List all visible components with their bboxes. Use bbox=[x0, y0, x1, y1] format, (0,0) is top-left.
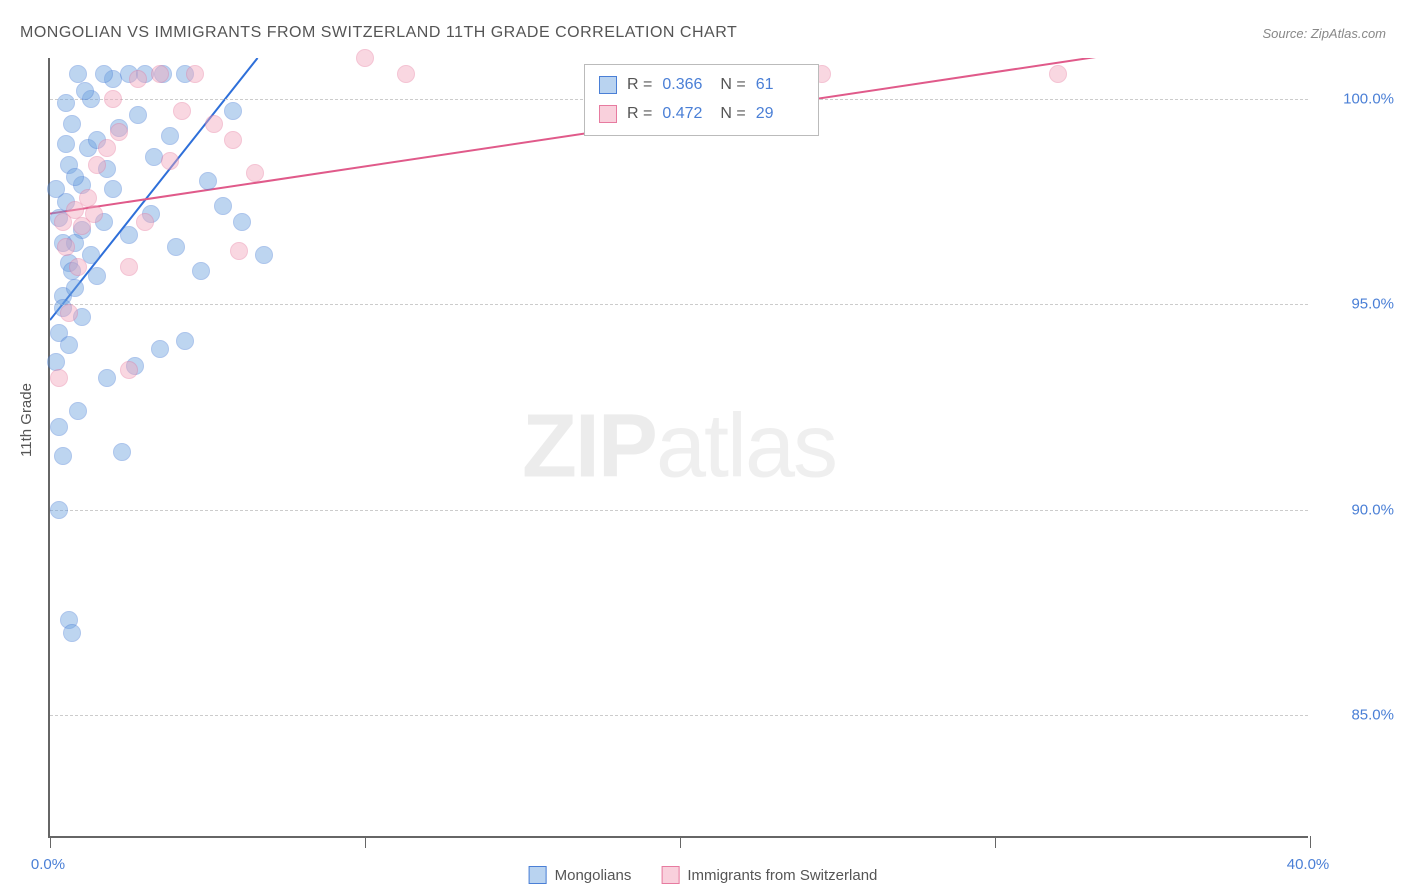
chart-title: MONGOLIAN VS IMMIGRANTS FROM SWITZERLAND… bbox=[20, 24, 737, 42]
stats-row-2: R = 0.472 N = 29 bbox=[599, 100, 804, 129]
data-point bbox=[136, 213, 154, 231]
watermark-bold: ZIP bbox=[522, 397, 656, 497]
data-point bbox=[151, 65, 169, 83]
legend: Mongolians Immigrants from Switzerland bbox=[529, 866, 878, 884]
legend-item-1: Mongolians bbox=[529, 866, 632, 884]
y-axis-label: 11th Grade bbox=[18, 383, 35, 457]
data-point bbox=[88, 267, 106, 285]
data-point bbox=[120, 226, 138, 244]
data-point bbox=[224, 102, 242, 120]
data-point bbox=[85, 205, 103, 223]
data-point bbox=[356, 49, 374, 67]
data-point bbox=[79, 189, 97, 207]
stats-swatch-1 bbox=[599, 76, 617, 94]
data-point bbox=[161, 152, 179, 170]
plot-area: ZIPatlas bbox=[48, 58, 1308, 838]
r-val-1: 0.366 bbox=[662, 71, 710, 100]
data-point bbox=[161, 127, 179, 145]
data-point bbox=[66, 168, 84, 186]
data-point bbox=[104, 180, 122, 198]
data-point bbox=[50, 418, 68, 436]
data-point bbox=[66, 279, 84, 297]
data-point bbox=[50, 501, 68, 519]
data-point bbox=[88, 156, 106, 174]
x-tick bbox=[365, 836, 366, 848]
data-point bbox=[47, 353, 65, 371]
x-tick-label: 40.0% bbox=[1287, 856, 1330, 873]
grid-line bbox=[50, 715, 1308, 716]
stats-box: R = 0.366 N = 61 R = 0.472 N = 29 bbox=[584, 64, 819, 136]
data-point bbox=[1049, 65, 1067, 83]
data-point bbox=[233, 213, 251, 231]
data-point bbox=[76, 82, 94, 100]
data-point bbox=[95, 65, 113, 83]
data-point bbox=[129, 70, 147, 88]
x-tick bbox=[1310, 836, 1311, 848]
data-point bbox=[57, 238, 75, 256]
x-tick bbox=[50, 836, 51, 848]
x-tick bbox=[995, 836, 996, 848]
data-point bbox=[167, 238, 185, 256]
legend-label-1: Mongolians bbox=[555, 867, 632, 884]
watermark: ZIPatlas bbox=[522, 396, 836, 499]
data-point bbox=[186, 65, 204, 83]
data-point bbox=[199, 172, 217, 190]
trend-lines bbox=[50, 58, 1308, 836]
data-point bbox=[69, 402, 87, 420]
r-val-2: 0.472 bbox=[662, 100, 710, 129]
data-point bbox=[246, 164, 264, 182]
data-point bbox=[57, 94, 75, 112]
stats-row-1: R = 0.366 N = 61 bbox=[599, 71, 804, 100]
n-label: N = bbox=[720, 71, 745, 100]
x-tick bbox=[680, 836, 681, 848]
data-point bbox=[192, 262, 210, 280]
data-point bbox=[224, 131, 242, 149]
grid-line bbox=[50, 304, 1308, 305]
grid-line bbox=[50, 510, 1308, 511]
n-val-1: 61 bbox=[756, 71, 804, 100]
stats-swatch-2 bbox=[599, 105, 617, 123]
data-point bbox=[47, 180, 65, 198]
n-label-2: N = bbox=[720, 100, 745, 129]
r-label: R = bbox=[627, 71, 652, 100]
legend-label-2: Immigrants from Switzerland bbox=[687, 867, 877, 884]
data-point bbox=[151, 340, 169, 358]
data-point bbox=[63, 115, 81, 133]
x-tick-label: 0.0% bbox=[31, 856, 65, 873]
y-tick-label: 90.0% bbox=[1351, 501, 1394, 518]
legend-swatch-1 bbox=[529, 866, 547, 884]
data-point bbox=[98, 369, 116, 387]
data-point bbox=[69, 258, 87, 276]
data-point bbox=[63, 624, 81, 642]
source-label: Source: ZipAtlas.com bbox=[1262, 26, 1386, 41]
data-point bbox=[255, 246, 273, 264]
data-point bbox=[120, 258, 138, 276]
data-point bbox=[176, 332, 194, 350]
data-point bbox=[54, 447, 72, 465]
n-val-2: 29 bbox=[756, 100, 804, 129]
y-tick-label: 95.0% bbox=[1351, 296, 1394, 313]
data-point bbox=[397, 65, 415, 83]
watermark-light: atlas bbox=[656, 397, 836, 497]
data-point bbox=[57, 135, 75, 153]
data-point bbox=[60, 304, 78, 322]
data-point bbox=[104, 90, 122, 108]
legend-item-2: Immigrants from Switzerland bbox=[661, 866, 877, 884]
data-point bbox=[50, 369, 68, 387]
data-point bbox=[173, 102, 191, 120]
data-point bbox=[110, 123, 128, 141]
data-point bbox=[120, 361, 138, 379]
r-label-2: R = bbox=[627, 100, 652, 129]
data-point bbox=[129, 106, 147, 124]
data-point bbox=[205, 115, 223, 133]
data-point bbox=[69, 65, 87, 83]
data-point bbox=[98, 139, 116, 157]
data-point bbox=[214, 197, 232, 215]
legend-swatch-2 bbox=[661, 866, 679, 884]
y-tick-label: 100.0% bbox=[1343, 91, 1394, 108]
data-point bbox=[60, 336, 78, 354]
data-point bbox=[230, 242, 248, 260]
y-tick-label: 85.0% bbox=[1351, 706, 1394, 723]
data-point bbox=[113, 443, 131, 461]
